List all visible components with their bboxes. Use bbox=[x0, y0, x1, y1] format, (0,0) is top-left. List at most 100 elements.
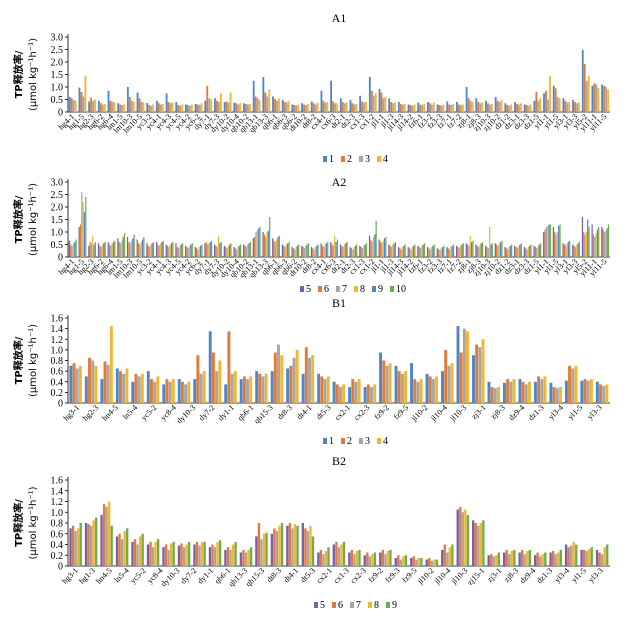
bar-series-2 bbox=[103, 361, 107, 403]
x-tick-label: dz1-3 bbox=[526, 403, 545, 422]
bar-series-5 bbox=[255, 536, 258, 566]
bar-series-10 bbox=[104, 242, 106, 257]
bar-series-8 bbox=[382, 240, 384, 257]
bar-series-2 bbox=[552, 387, 556, 403]
bar-series-1 bbox=[204, 100, 207, 112]
bar-series-3 bbox=[385, 365, 389, 403]
bar-series-7 bbox=[585, 550, 588, 566]
bar-series-6 bbox=[180, 543, 183, 566]
bar-series-6 bbox=[567, 547, 570, 566]
bar-series-6 bbox=[234, 248, 236, 257]
bar-series-9 bbox=[199, 245, 202, 257]
bar-series-2 bbox=[516, 104, 518, 112]
bar-series-6 bbox=[397, 555, 400, 566]
y-tick-label: 0.6 bbox=[51, 367, 64, 378]
bar-series-3 bbox=[169, 103, 172, 112]
y-tick-label: 1.4 bbox=[51, 486, 64, 497]
bar-series-5 bbox=[320, 243, 322, 257]
bar-series-4 bbox=[520, 103, 522, 112]
bar-series-5 bbox=[349, 247, 351, 257]
bar-series-2 bbox=[428, 376, 432, 403]
legend-swatch-4 bbox=[377, 156, 381, 162]
x-tick-label: yl3-3 bbox=[585, 403, 603, 421]
bar-series-8 bbox=[278, 525, 281, 566]
bar-series-9 bbox=[218, 540, 222, 566]
bar-series-1 bbox=[425, 373, 429, 403]
bar-series-5 bbox=[379, 552, 382, 566]
bar-series-2 bbox=[564, 100, 567, 112]
bar-series-5 bbox=[162, 547, 165, 566]
bar-series-10 bbox=[598, 227, 600, 257]
bar-series-8 bbox=[572, 541, 575, 566]
bar-series-3 bbox=[478, 347, 482, 403]
y-tick-label: 0.2 bbox=[51, 388, 64, 399]
bar-series-8 bbox=[526, 550, 529, 566]
bar-series-8 bbox=[510, 550, 513, 566]
legend-label: 4 bbox=[383, 154, 388, 165]
bar-series-1 bbox=[595, 381, 599, 403]
bar-series-6 bbox=[583, 232, 585, 257]
bar-series-1 bbox=[286, 368, 290, 403]
legend-swatch-3 bbox=[359, 156, 363, 162]
bar-series-4 bbox=[568, 102, 571, 112]
bar-series-7 bbox=[294, 249, 296, 257]
bar-series-1 bbox=[446, 101, 449, 112]
bar-series-5 bbox=[394, 557, 397, 566]
bar-series-5 bbox=[310, 247, 313, 257]
bar-series-3 bbox=[277, 344, 280, 403]
bar-series-7 bbox=[545, 227, 547, 257]
bar-series-7 bbox=[368, 556, 372, 566]
bar-series-8 bbox=[72, 243, 75, 257]
y-tick-label: 3.0 bbox=[51, 178, 64, 189]
bar-series-9 bbox=[513, 549, 516, 567]
bar-series-9 bbox=[432, 245, 434, 257]
bar-series-1 bbox=[456, 325, 460, 403]
bar-series-1 bbox=[117, 103, 120, 112]
x-tick-label: dz9-4 bbox=[518, 566, 537, 585]
bar-series-4 bbox=[471, 102, 474, 112]
bar-series-1 bbox=[475, 98, 478, 112]
legend-swatch-2 bbox=[341, 156, 345, 162]
bar-series-8 bbox=[293, 524, 297, 566]
bar-series-4 bbox=[74, 100, 77, 112]
bar-series-5 bbox=[155, 242, 158, 257]
legend-swatch-9 bbox=[386, 602, 390, 608]
legend-swatch-9 bbox=[372, 286, 376, 292]
bar-series-9 bbox=[528, 549, 531, 567]
bar-series-5 bbox=[552, 227, 555, 257]
bar-series-9 bbox=[74, 242, 76, 257]
bar-series-10 bbox=[85, 197, 87, 257]
bar-series-7 bbox=[139, 244, 141, 257]
bar-series-10 bbox=[520, 243, 522, 257]
bar-series-8 bbox=[150, 244, 152, 257]
bar-series-1 bbox=[552, 85, 555, 112]
legend-label: 4 bbox=[383, 436, 388, 447]
legend-label: 6 bbox=[338, 600, 343, 611]
bar-series-1 bbox=[107, 90, 110, 112]
bar-series-8 bbox=[557, 552, 560, 566]
bar-series-3 bbox=[276, 100, 278, 112]
bar-series-8 bbox=[392, 244, 394, 257]
bar-series-3 bbox=[566, 102, 569, 112]
bar-series-8 bbox=[566, 243, 568, 257]
bar-series-5 bbox=[339, 244, 342, 257]
bar-series-1 bbox=[426, 102, 429, 112]
bar-series-7 bbox=[555, 234, 557, 257]
bar-series-3 bbox=[392, 103, 395, 112]
bar-series-1 bbox=[165, 93, 168, 112]
bar-series-7 bbox=[168, 247, 170, 257]
bar-series-3 bbox=[159, 104, 162, 112]
x-tick-label: hn4-5 bbox=[94, 566, 114, 586]
bar-series-3 bbox=[595, 84, 598, 112]
bar-series-6 bbox=[166, 245, 169, 257]
bar-series-10 bbox=[94, 242, 97, 257]
bar-series-6 bbox=[304, 528, 307, 567]
bar-series-6 bbox=[149, 541, 152, 566]
bar-series-1 bbox=[131, 381, 135, 403]
bar-series-1 bbox=[155, 100, 158, 112]
bar-series-8 bbox=[256, 229, 258, 257]
bar-series-9 bbox=[238, 245, 240, 257]
bar-series-8 bbox=[605, 230, 607, 257]
bar-series-4 bbox=[574, 365, 578, 403]
bar-series-10 bbox=[414, 244, 416, 257]
